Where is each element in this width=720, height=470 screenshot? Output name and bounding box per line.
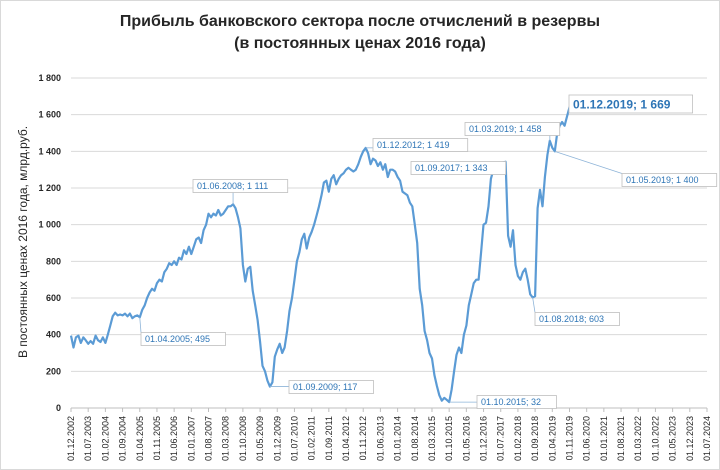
x-tick-label: 01.06.2020 [582, 416, 592, 461]
y-tick-label: 0 [56, 403, 61, 413]
y-tick-label: 800 [46, 256, 61, 266]
x-tick-label: 01.06.2006 [169, 416, 179, 461]
data-label: 01.03.2019; 1 458 [464, 122, 561, 141]
callout-box [410, 161, 507, 175]
x-tick-label: 01.10.2008 [238, 416, 248, 461]
x-tick-label: 01.12.2023 [685, 416, 695, 461]
x-tick-label: 01.10.2022 [650, 416, 660, 461]
x-tick-label: 01.04.2012 [341, 416, 351, 461]
y-tick-label: 1 400 [38, 146, 61, 156]
data-label: 01.04.2005; 495 [139, 317, 226, 346]
x-tick-label: 01.07.2024 [702, 416, 712, 461]
data-label: 01.08.2018; 603 [532, 297, 620, 326]
callout-box [621, 173, 718, 187]
callout-box [288, 380, 374, 394]
x-tick-label: 01.04.2019 [547, 416, 557, 461]
callout-box [534, 312, 620, 326]
x-tick-label: 01.08.2007 [204, 416, 214, 461]
data-label-text: 01.06.2008; 1 111 [197, 181, 268, 191]
chart-title-line-1: Прибыль банковского сектора после отчисл… [120, 13, 600, 30]
x-tick-label: 01.09.2011 [324, 416, 334, 460]
data-label: 01.10.2015; 32 [449, 395, 557, 409]
callout-leader [554, 150, 623, 174]
data-label: 01.12.2019; 1 669 [568, 94, 693, 114]
chart-title-line-2: (в постоянных ценах 2016 года) [234, 35, 486, 52]
x-axis-ticks: 01.12.2002 01.07.2003 01.02.2004 01.09.2004… [66, 408, 712, 461]
callout-box [372, 138, 469, 152]
x-tick-label: 01.11.2019 [564, 416, 574, 460]
data-label: 01.05.2019; 1 400 [554, 150, 718, 187]
callout-leader [532, 297, 536, 313]
gridlines [71, 77, 707, 409]
data-label: 01.06.2008; 1 111 [192, 179, 289, 205]
callout-box [568, 94, 693, 114]
data-label-text: 01.05.2019; 1 400 [626, 175, 699, 185]
x-tick-label: 01.02.2004 [100, 416, 110, 461]
x-tick-label: 01.08.2014 [410, 416, 420, 461]
y-axis-label: В постоянных ценах 2016 года, млрд.руб. [16, 126, 30, 358]
x-tick-label: 01.03.2015 [427, 416, 437, 461]
data-label: 01.09.2017; 1 343 [410, 161, 507, 175]
data-label-text: 01.12.2012; 1 419 [377, 140, 450, 150]
x-tick-label: 01.01.2021 [599, 416, 609, 461]
data-label-text: 01.10.2015; 32 [481, 397, 541, 407]
x-tick-label: 01.05.2016 [461, 416, 471, 461]
x-tick-label: 01.05.2009 [255, 416, 265, 461]
data-label-text: 01.09.2017; 1 343 [415, 163, 488, 173]
x-tick-label: 01.03.2008 [221, 416, 231, 461]
x-tick-label: 01.09.2004 [118, 416, 128, 461]
x-tick-label: 01.07.2010 [289, 416, 299, 461]
x-tick-label: 01.07.2003 [83, 416, 93, 461]
callout-box [464, 122, 561, 136]
x-tick-label: 01.11.2012 [358, 416, 368, 460]
x-tick-label: 01.05.2023 [668, 416, 678, 461]
data-label-callouts: 01.04.2005; 495 01.06.2008; 1 111 01.09.20… [139, 94, 718, 409]
callout-box [192, 179, 289, 193]
x-tick-label: 01.10.2015 [444, 416, 454, 461]
x-tick-label: 01.12.2002 [66, 416, 76, 461]
x-tick-label: 01.12.2009 [272, 416, 282, 461]
x-tick-label: 01.01.2007 [186, 416, 196, 461]
x-tick-label: 01.04.2005 [135, 416, 145, 461]
data-label-text: 01.04.2005; 495 [145, 334, 210, 344]
x-tick-label: 01.02.2018 [513, 416, 523, 461]
callout-box [476, 395, 557, 409]
data-label: 01.09.2009; 117 [269, 380, 374, 394]
y-tick-label: 200 [46, 366, 61, 376]
y-tick-label: 1 200 [38, 183, 61, 193]
x-tick-label: 01.11.2005 [152, 416, 162, 460]
series-line [69, 101, 573, 404]
y-tick-label: 1 000 [38, 220, 61, 230]
data-label-text: 01.08.2018; 603 [539, 314, 604, 324]
x-tick-label: 01.12.2016 [479, 416, 489, 461]
data-label-text: 01.09.2009; 117 [293, 382, 357, 392]
x-tick-label: 01.02.2011 [307, 416, 317, 460]
x-tick-label: 01.03.2022 [633, 416, 643, 461]
x-tick-label: 01.07.2017 [496, 416, 506, 461]
data-label: 01.12.2012; 1 419 [365, 138, 469, 152]
x-tick-label: 01.01.2014 [393, 416, 403, 461]
y-tick-label: 1 600 [38, 110, 61, 120]
x-tick-label: 01.08.2021 [616, 416, 626, 461]
y-axis-ticks: 0 200 400 600 800 1 000 1 200 1 400 1 600 1 800 [38, 73, 61, 413]
x-tick-label: 01.09.2018 [530, 416, 540, 461]
y-tick-label: 400 [46, 330, 61, 340]
callout-leader [139, 317, 142, 333]
y-tick-label: 600 [46, 293, 61, 303]
y-tick-label: 1 800 [38, 73, 61, 83]
x-tick-label: 01.06.2013 [375, 416, 385, 461]
data-label-text: 01.12.2019; 1 669 [573, 97, 671, 111]
data-label-text: 01.03.2019; 1 458 [469, 124, 542, 134]
callout-box [140, 332, 226, 346]
